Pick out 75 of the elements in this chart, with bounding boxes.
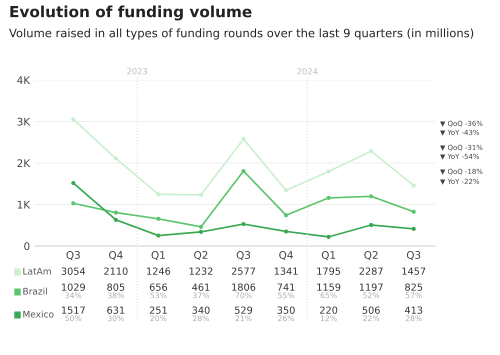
data-label: 350 xyxy=(278,306,295,314)
data-label: 1806 xyxy=(232,283,256,291)
data-label: 413 xyxy=(404,306,422,314)
data-label: 506 xyxy=(362,306,380,314)
data-label: 656 xyxy=(150,283,168,291)
x-tick-label: Q4 xyxy=(109,251,123,260)
point xyxy=(114,156,118,161)
data-label: 529 xyxy=(234,306,252,314)
legend-label: Brazil xyxy=(23,288,47,295)
point xyxy=(326,196,331,200)
data-label: 2287 xyxy=(360,267,383,275)
point xyxy=(114,210,118,215)
data-label: 1517 xyxy=(62,306,85,314)
x-tick-label: Q4 xyxy=(279,251,293,260)
point xyxy=(369,149,374,154)
x-tick-label: Q1 xyxy=(322,251,336,260)
point xyxy=(412,183,416,188)
data-label: 1197 xyxy=(360,283,383,291)
text: 2024 xyxy=(297,68,318,74)
point xyxy=(241,168,246,174)
point xyxy=(326,169,331,174)
x-tick-label: Q2 xyxy=(364,251,378,260)
data-label: 2110 xyxy=(104,267,128,275)
point xyxy=(71,201,76,206)
x-tick-label: Q2 xyxy=(194,251,208,260)
point xyxy=(156,234,160,238)
point xyxy=(284,188,288,192)
data-label: 825 xyxy=(405,283,422,291)
data-label: 1341 xyxy=(274,267,298,275)
data-label: 3054 xyxy=(62,267,86,275)
data-label: 340 xyxy=(192,306,210,314)
legend-label: LatAm xyxy=(23,268,51,275)
chart-title: Evolution of funding volume xyxy=(10,6,252,20)
point xyxy=(198,224,204,229)
y-tick-label: 1K xyxy=(18,200,30,208)
data-label: 631 xyxy=(107,306,124,314)
point xyxy=(198,230,204,234)
data-label: 220 xyxy=(320,306,338,314)
point xyxy=(369,222,374,228)
point xyxy=(198,192,204,197)
x-tick-label: Q1 xyxy=(152,251,165,260)
x-tick-label: Q3 xyxy=(66,251,80,260)
data-label: 461 xyxy=(192,283,210,291)
data-label: 1457 xyxy=(402,268,426,275)
y-tick-label: 3K xyxy=(17,118,30,126)
point xyxy=(241,222,246,226)
point xyxy=(412,210,416,214)
data-label: 1029 xyxy=(62,283,85,291)
point xyxy=(114,218,118,222)
y-tick-label: 0 xyxy=(24,242,30,250)
x-tick-label: Q3 xyxy=(236,251,250,260)
data-label: 1246 xyxy=(147,267,170,275)
y-tick-label: 2K xyxy=(17,159,30,167)
point xyxy=(71,180,76,186)
point xyxy=(369,194,374,198)
data-label: 741 xyxy=(278,284,294,291)
data-label: 1159 xyxy=(317,283,340,291)
data-label: 251 xyxy=(150,306,167,314)
x-tick-label: Q3 xyxy=(406,251,420,260)
chart-subtitle: Volume raised in all types of funding rounds over the last 9 quarters (in millions) xyxy=(9,28,474,40)
point xyxy=(156,216,160,221)
point xyxy=(412,226,416,231)
point xyxy=(241,136,246,142)
point xyxy=(326,234,331,239)
point xyxy=(284,229,288,234)
data-label: 1795 xyxy=(317,267,340,275)
data-label: 2577 xyxy=(232,267,256,275)
text: 2023 xyxy=(127,68,148,74)
point xyxy=(156,192,160,196)
y-tick-label: 4K xyxy=(17,76,30,84)
point xyxy=(284,213,288,218)
data-label: 1232 xyxy=(190,267,212,275)
data-label: 805 xyxy=(107,283,124,291)
point xyxy=(71,117,76,122)
legend-label: Mexico xyxy=(23,310,54,318)
